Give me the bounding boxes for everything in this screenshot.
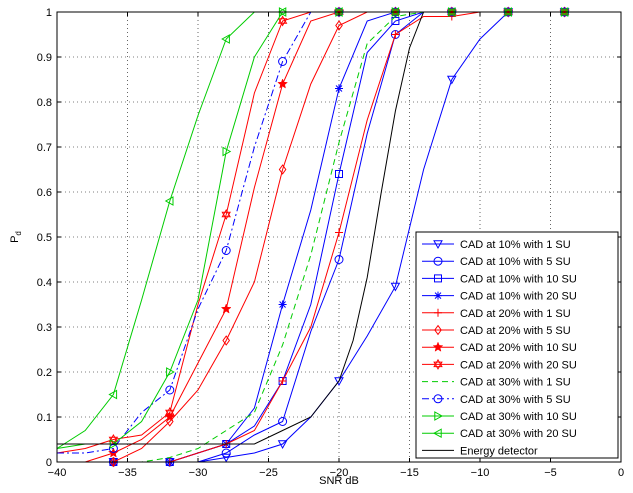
series-line — [57, 11, 621, 463]
data-point-marker — [334, 377, 344, 387]
data-point-marker — [278, 417, 288, 426]
legend-label: CAD at 20% with 5 SU — [460, 325, 571, 337]
x-tick-label: −10 — [471, 467, 490, 479]
legend-label: CAD at 30% with 1 SU — [460, 377, 571, 389]
data-point-marker — [109, 456, 118, 468]
data-point-marker — [278, 57, 288, 66]
data-point-marker — [166, 367, 175, 377]
legend-label: CAD at 10% with 10 SU — [460, 273, 577, 285]
series-group — [57, 11, 621, 445]
data-point-marker — [433, 394, 443, 404]
data-point-marker — [165, 406, 175, 416]
data-point-marker — [221, 34, 230, 44]
data-point-marker — [432, 428, 442, 439]
data-point-marker — [434, 274, 442, 283]
data-point-marker — [222, 146, 232, 157]
data-point-marker — [108, 389, 118, 400]
y-tick-label: 0 — [46, 457, 52, 469]
y-tick-label: 0.1 — [37, 412, 52, 424]
data-point-marker — [433, 358, 443, 368]
legend-label: CAD at 20% with 20 SU — [460, 359, 577, 371]
y-tick-label: 0.2 — [37, 367, 52, 379]
x-tick-label: 0 — [618, 467, 624, 479]
y-axis-label-subscript: d — [14, 231, 23, 235]
data-point-marker — [277, 18, 288, 27]
data-point-marker — [391, 30, 400, 39]
data-point-marker — [434, 411, 444, 421]
data-point-marker — [433, 240, 443, 250]
y-tick-label: 0.8 — [37, 97, 52, 109]
series-group — [57, 11, 621, 463]
data-point-marker — [221, 453, 232, 463]
data-point-marker — [164, 196, 174, 206]
data-point-marker — [434, 324, 442, 336]
data-point-marker — [335, 170, 343, 178]
series-line — [57, 11, 621, 445]
data-point-marker — [221, 246, 231, 255]
data-point-marker — [277, 78, 288, 89]
x-tick-label: −20 — [330, 467, 349, 479]
legend-label: CAD at 30% with 10 SU — [460, 411, 577, 423]
data-point-marker — [165, 385, 175, 395]
legend-label: CAD at 30% with 20 SU — [460, 428, 577, 440]
y-axis-label-main: P — [9, 236, 21, 243]
x-tick-label: −35 — [118, 467, 137, 479]
y-tick-label: 0.7 — [37, 142, 52, 154]
data-point-marker — [221, 211, 231, 221]
data-point-marker — [434, 291, 442, 300]
x-tick-label: −5 — [544, 467, 557, 479]
legend-label: CAD at 20% with 10 SU — [460, 342, 577, 354]
y-axis-label: Pd — [9, 231, 23, 243]
data-point-marker — [277, 15, 288, 24]
legend-label: CAD at 30% with 5 SU — [460, 394, 571, 406]
data-point-marker — [334, 255, 344, 264]
data-point-marker — [278, 377, 287, 385]
data-point-marker — [335, 20, 343, 31]
legend-label: CAD at 10% with 20 SU — [460, 291, 577, 303]
data-point-marker — [221, 208, 231, 218]
legend-label: CAD at 20% with 1 SU — [460, 308, 571, 320]
y-tick-label: 0.3 — [37, 322, 52, 334]
y-tick-label: 1 — [46, 7, 52, 19]
data-point-marker — [434, 308, 442, 317]
legend-label: CAD at 10% with 5 SU — [460, 256, 571, 268]
x-tick-label: −15 — [400, 467, 419, 479]
data-point-marker — [221, 448, 231, 458]
legend-label: Energy detector — [460, 445, 538, 457]
data-point-marker — [165, 409, 175, 419]
data-point-marker — [220, 303, 232, 314]
legend: CAD at 10% with 1 SU CAD at 10% with 5 SU… — [415, 231, 619, 459]
data-point-marker — [278, 164, 287, 175]
legend-label: CAD at 10% with 1 SU — [460, 239, 571, 251]
data-point-marker — [278, 300, 287, 309]
data-point-marker — [335, 84, 343, 93]
data-point-marker — [277, 440, 288, 450]
data-point-marker — [222, 335, 231, 346]
data-point-marker — [433, 361, 443, 370]
data-point-marker — [432, 341, 444, 352]
data-point-marker — [390, 282, 401, 292]
y-tick-label: 0.6 — [37, 187, 52, 199]
y-tick-label: 0.5 — [37, 232, 52, 244]
legend-box — [415, 231, 619, 459]
x-tick-label: −25 — [259, 467, 278, 479]
ticks: −40 −35 −30 −25 −20 −15 −10 −5 0 0 0.1 0.2 0.3 0.4 0.5… — [37, 7, 624, 479]
data-point-marker — [446, 75, 457, 85]
data-point-marker — [433, 256, 443, 266]
x-tick-label: −40 — [48, 467, 67, 479]
y-tick-label: 0.4 — [37, 277, 52, 289]
x-tick-label: −30 — [189, 467, 208, 479]
y-tick-label: 0.9 — [37, 52, 52, 64]
x-axis-label: SNR dB — [319, 475, 359, 487]
data-point-marker — [335, 228, 343, 237]
